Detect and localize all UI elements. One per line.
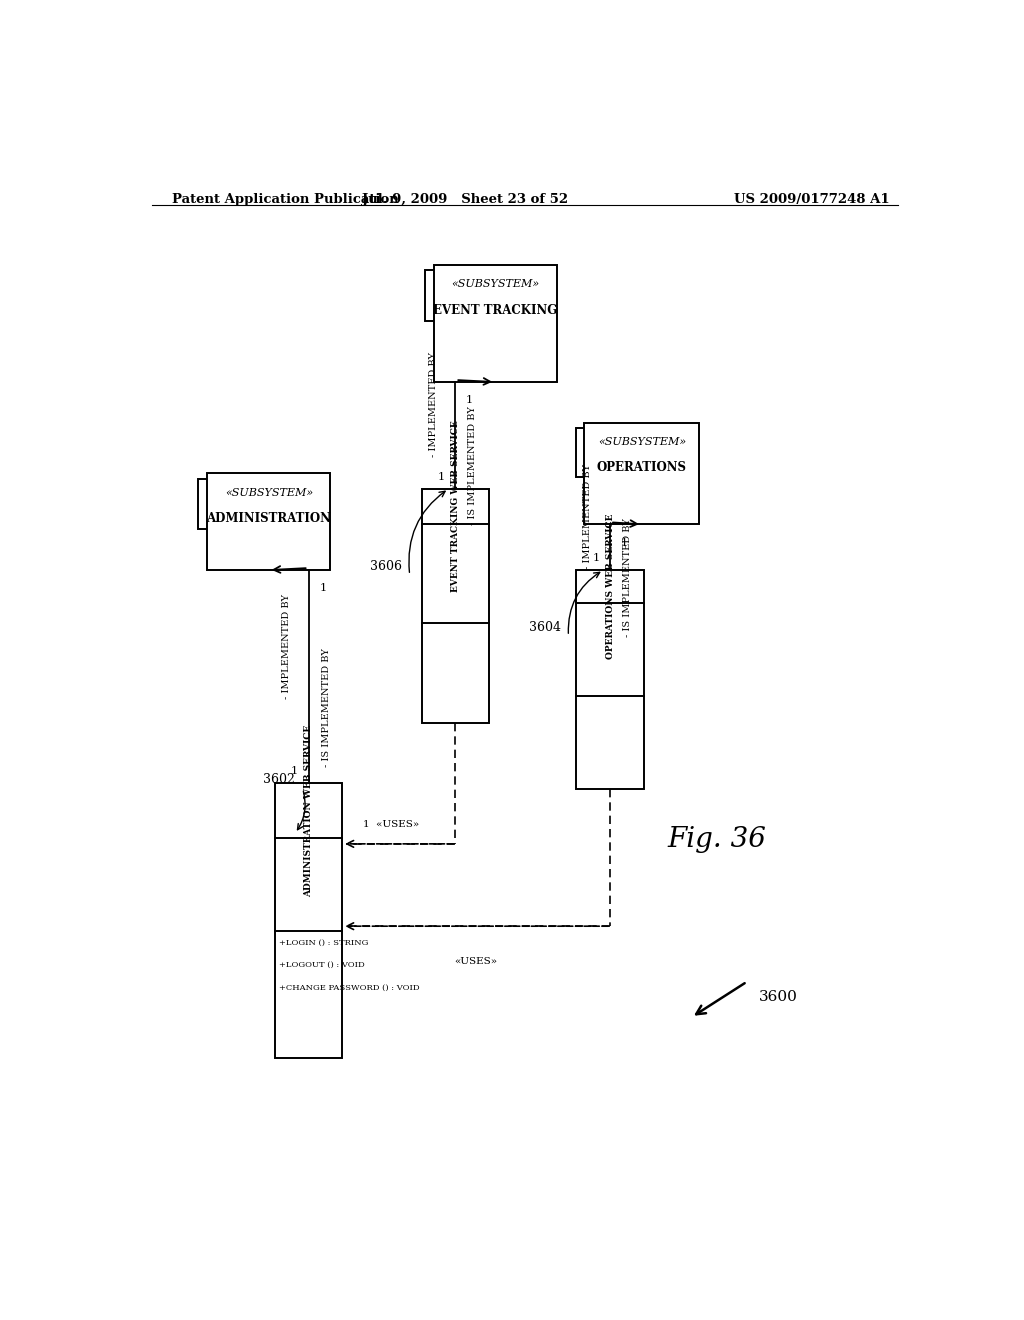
Bar <box>577 428 597 477</box>
Bar <box>422 488 489 722</box>
Bar <box>207 474 331 570</box>
Text: 3600: 3600 <box>759 990 798 1005</box>
Text: 1: 1 <box>291 767 298 776</box>
Text: US 2009/0177248 A1: US 2009/0177248 A1 <box>734 193 890 206</box>
Text: ADMINISTRATION WEB SERVICE: ADMINISTRATION WEB SERVICE <box>304 725 313 898</box>
Text: 1: 1 <box>319 583 327 593</box>
Text: 1: 1 <box>621 537 628 548</box>
Text: Patent Application Publication: Patent Application Publication <box>172 193 398 206</box>
Bar <box>274 784 342 1057</box>
Text: OPERATIONS: OPERATIONS <box>597 461 687 474</box>
Text: 3602: 3602 <box>263 774 295 787</box>
Text: 1: 1 <box>437 471 444 482</box>
Text: - IMPLEMENTED BY: - IMPLEMENTED BY <box>429 352 437 457</box>
Text: 1: 1 <box>466 395 473 405</box>
Text: «USES»: «USES» <box>455 957 498 966</box>
Text: 3604: 3604 <box>528 620 560 634</box>
Text: Jul. 9, 2009   Sheet 23 of 52: Jul. 9, 2009 Sheet 23 of 52 <box>362 193 568 206</box>
Text: «SUBSYSTEM»: «SUBSYSTEM» <box>225 487 313 498</box>
Text: 1: 1 <box>592 553 599 562</box>
Text: - IS IMPLEMENTED BY: - IS IMPLEMENTED BY <box>322 648 331 767</box>
Text: EVENT TRACKING WEB SERVICE: EVENT TRACKING WEB SERVICE <box>451 420 460 593</box>
Bar <box>433 265 557 381</box>
Bar <box>585 422 699 524</box>
Text: EVENT TRACKING: EVENT TRACKING <box>433 304 557 317</box>
Bar <box>577 570 644 788</box>
Text: Fig. 36: Fig. 36 <box>668 826 767 853</box>
Text: 1  «USES»: 1 «USES» <box>362 820 419 829</box>
Text: - IMPLEMENTED BY: - IMPLEMENTED BY <box>584 465 593 569</box>
Text: - IMPLEMENTED BY: - IMPLEMENTED BY <box>282 594 291 698</box>
Text: - IS IMPLEMENTED BY: - IS IMPLEMENTED BY <box>468 407 477 525</box>
Text: «SUBSYSTEM»: «SUBSYSTEM» <box>598 437 686 447</box>
Text: OPERATIONS WEB SERVICE: OPERATIONS WEB SERVICE <box>605 513 614 659</box>
Text: - IS IMPLEMENTED BY: - IS IMPLEMENTED BY <box>623 519 632 638</box>
Bar <box>199 479 221 529</box>
Bar <box>425 271 446 321</box>
Text: 3606: 3606 <box>370 560 401 573</box>
Text: +LOGIN () : STRING: +LOGIN () : STRING <box>279 939 369 946</box>
Text: +CHANGE PASSWORD () : VOID: +CHANGE PASSWORD () : VOID <box>279 983 420 991</box>
Text: +LOGOUT () : VOID: +LOGOUT () : VOID <box>279 961 365 969</box>
Text: ADMINISTRATION: ADMINISTRATION <box>207 512 332 525</box>
Text: «SUBSYSTEM»: «SUBSYSTEM» <box>451 280 539 289</box>
